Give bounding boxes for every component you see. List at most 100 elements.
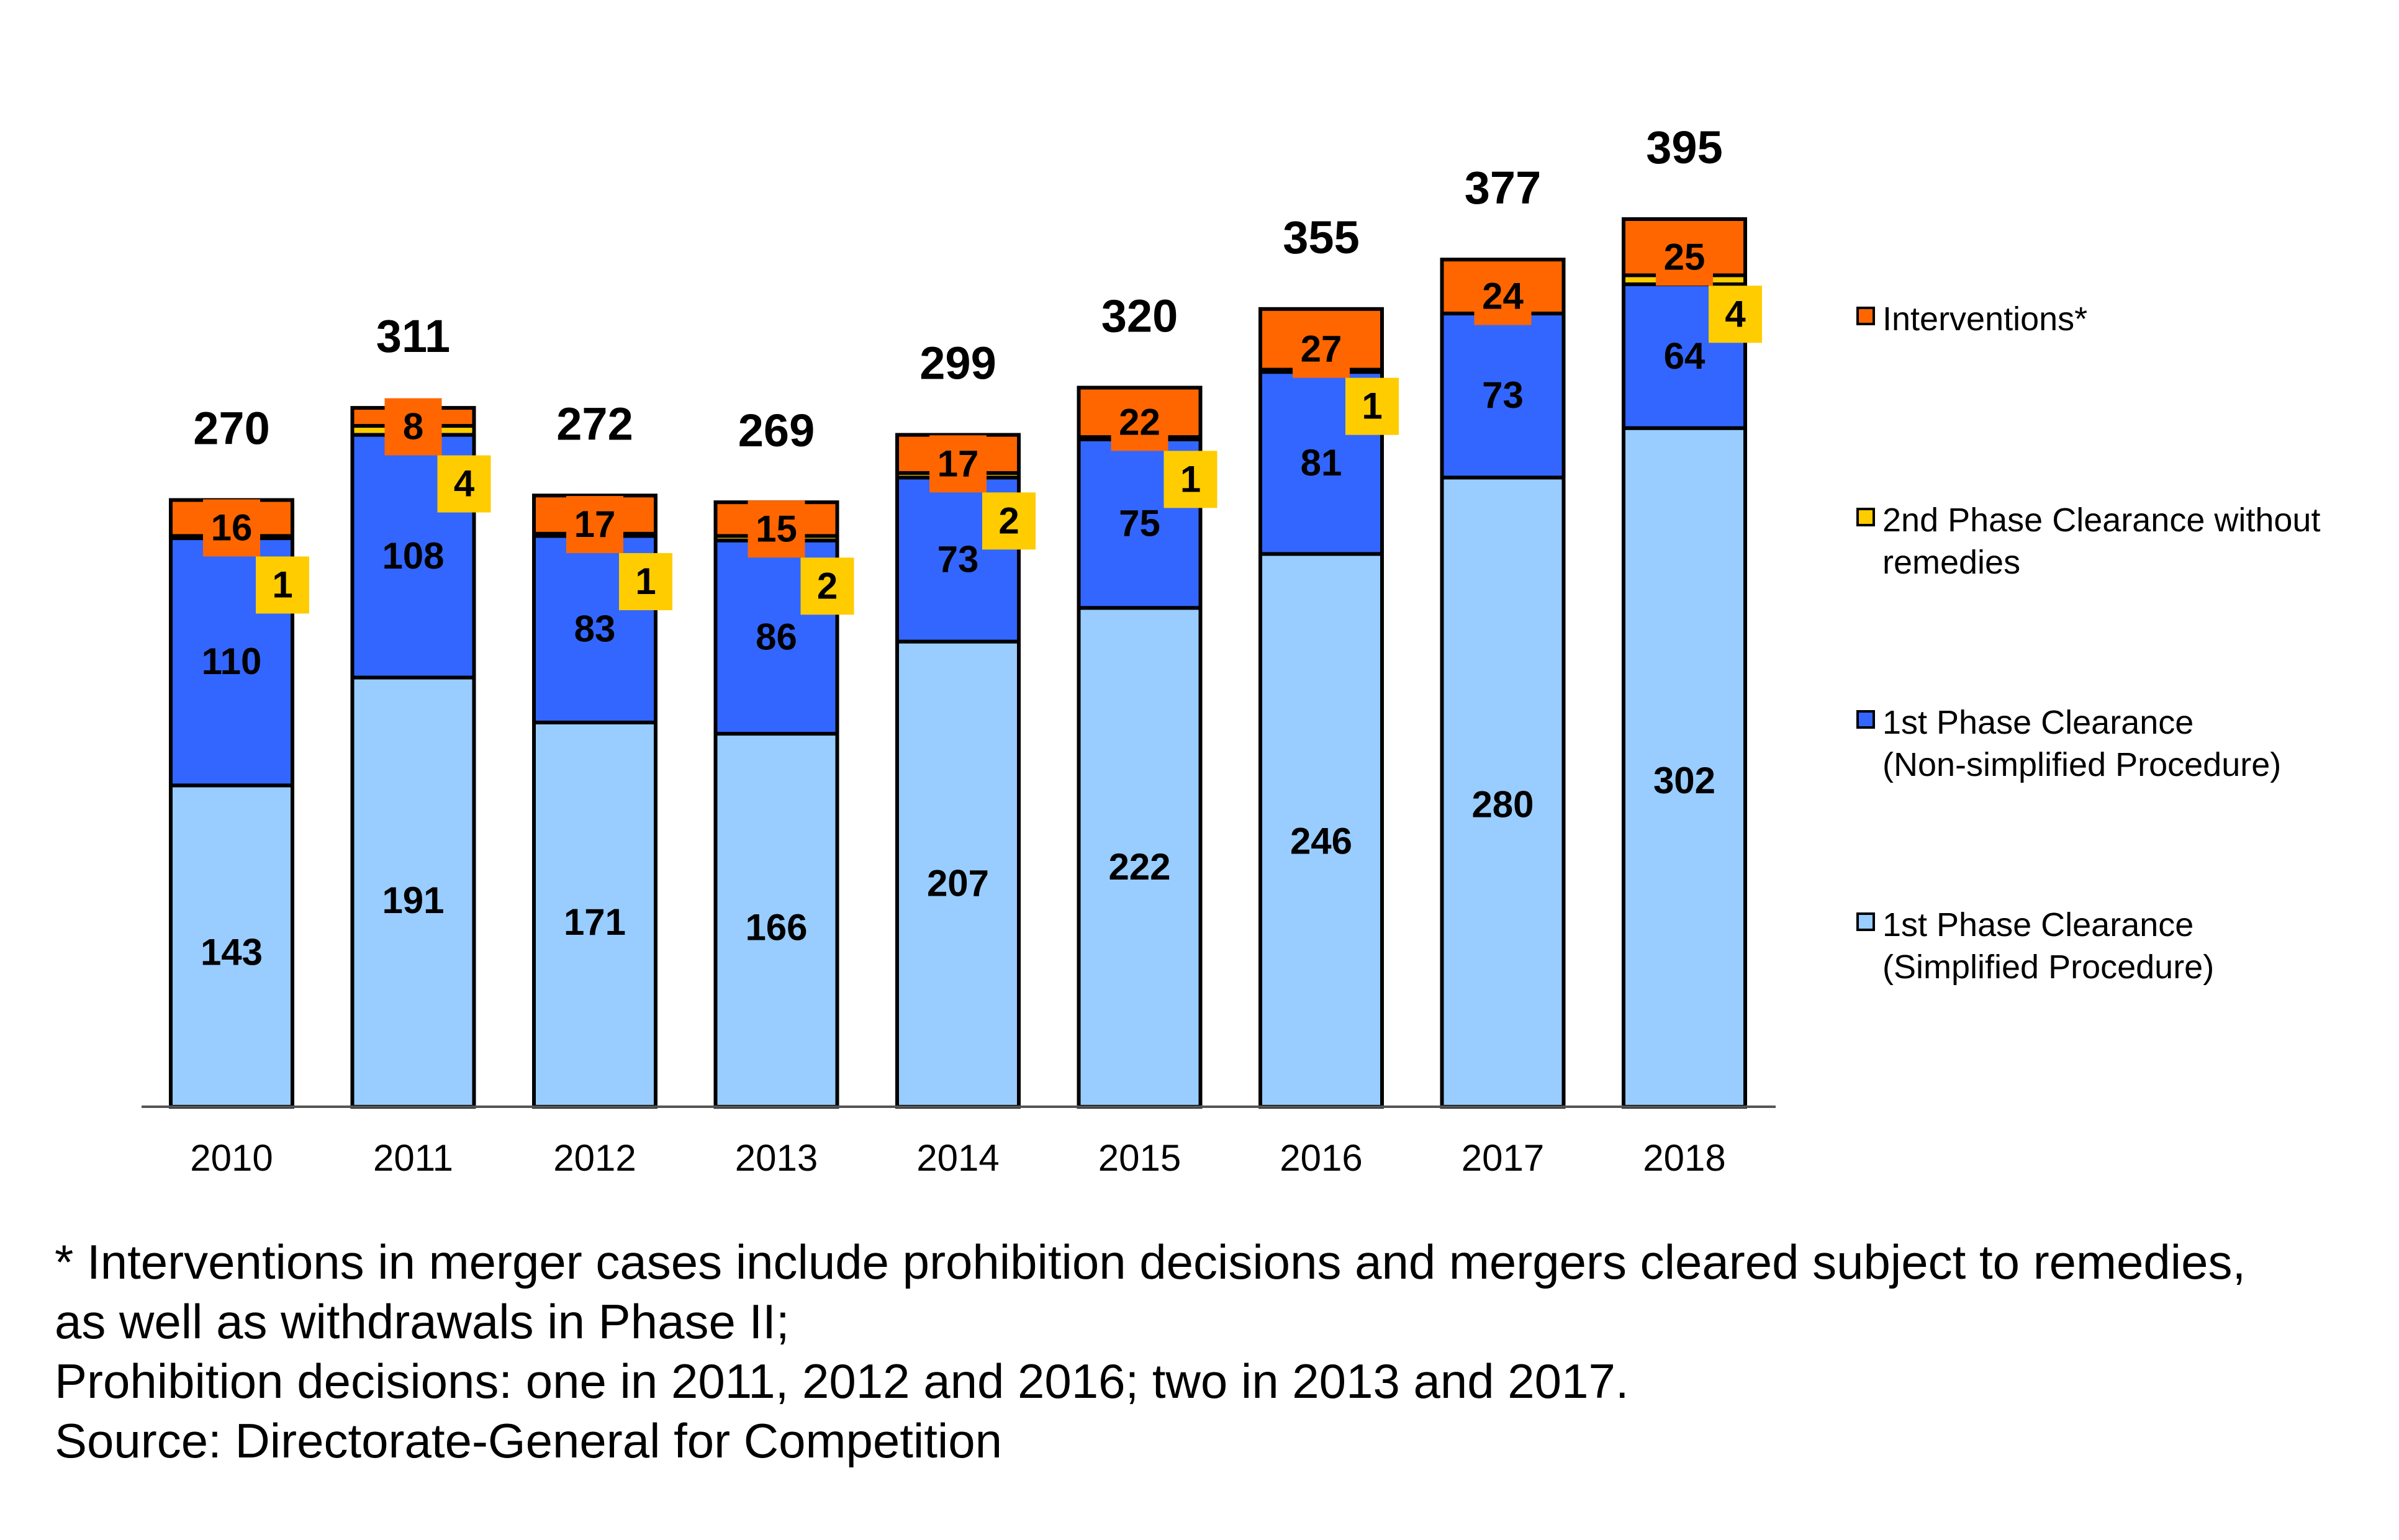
value-label-bg-2nd-phase-2015 [1163, 451, 1218, 508]
value-label-bg-interventions-2015 [1111, 394, 1168, 451]
value-label-simplified-2014: 207 [927, 862, 989, 904]
legend-swatch-simplified [1856, 912, 1875, 931]
bar-segment-simplified-2018 [1622, 426, 1747, 1109]
x-tick-label-2010: 2010 [190, 1137, 273, 1179]
value-label-bg-interventions-2011 [384, 398, 442, 456]
value-label-bg-2nd-phase-2014 [982, 492, 1036, 550]
footnote-line-1: * Interventions in merger cases include … [55, 1235, 2246, 1289]
legend-swatch-non-simplified [1856, 710, 1875, 729]
value-label-simplified-2018: 302 [1653, 760, 1715, 801]
value-label-simplified-2013: 166 [745, 907, 807, 948]
value-label-non-simplified-2014: 73 [937, 538, 979, 580]
value-label-bg-2nd-phase-2010 [256, 556, 309, 614]
legend-item-simplified: 1st Phase Clearance (Simplified Procedur… [1856, 904, 2214, 988]
x-tick-label-2017: 2017 [1462, 1137, 1544, 1179]
value-label-interventions-2015: 22 [1119, 401, 1160, 443]
total-label-2012: 272 [556, 398, 633, 449]
x-tick-label-2011: 2011 [373, 1137, 453, 1179]
bars-group: 1431101612701911088431117183171272166861… [169, 122, 1762, 1109]
value-label-2nd-phase-2013: 2 [817, 565, 838, 606]
legend-label-2nd-phase-line2: remedies [1882, 544, 2021, 581]
bar-segment-simplified-2013 [713, 732, 839, 1109]
x-tick-label-2012: 2012 [553, 1137, 636, 1179]
value-label-bg-interventions-2018 [1656, 228, 1713, 286]
value-label-bg-2nd-phase-2016 [1345, 377, 1399, 435]
value-label-simplified-2017: 280 [1471, 783, 1534, 825]
total-label-2014: 299 [919, 338, 996, 389]
value-label-non-simplified-2015: 75 [1119, 503, 1160, 544]
legend-item-non-simplified: 1st Phase Clearance (Non-simplified Proc… [1856, 701, 2281, 786]
value-label-interventions-2017: 24 [1482, 276, 1524, 317]
total-label-2017: 377 [1465, 162, 1541, 214]
value-label-interventions-2011: 8 [403, 406, 423, 448]
legend-item-interventions: Interventions* [1856, 298, 2087, 340]
x-tick-label-2016: 2016 [1280, 1137, 1362, 1179]
value-label-2nd-phase-2010: 1 [272, 564, 292, 605]
value-label-interventions-2013: 15 [756, 508, 797, 549]
value-label-2nd-phase-2018: 4 [1725, 293, 1746, 335]
x-tick-label-2015: 2015 [1098, 1137, 1181, 1179]
value-label-non-simplified-2013: 86 [756, 616, 797, 657]
bar-segment-non-simplified-2015 [1077, 437, 1203, 610]
stacked-bar-chart: 1431101612701911088431117183171272166861… [142, 122, 1776, 1179]
total-label-2015: 320 [1101, 290, 1178, 342]
value-label-non-simplified-2017: 73 [1482, 374, 1524, 416]
legend-label-simplified-line2: (Simplified Procedure) [1882, 948, 2215, 986]
value-label-2nd-phase-2011: 4 [454, 463, 475, 505]
bar-segment-non-simplified-2017 [1440, 312, 1566, 480]
x-tick-label-2018: 2018 [1643, 1137, 1725, 1179]
legend-label-simplified-line1: 1st Phase Clearance [1882, 906, 2194, 943]
footnote-line-3: Prohibition decisions: one in 2011, 2012… [55, 1354, 1629, 1408]
legend-label-2nd-phase-line1: 2nd Phase Clearance without [1882, 502, 2321, 539]
value-label-bg-interventions-2014 [929, 435, 987, 493]
total-label-2016: 355 [1283, 212, 1359, 263]
value-label-interventions-2010: 16 [211, 507, 253, 548]
total-label-2011: 311 [376, 310, 450, 362]
value-label-bg-interventions-2012 [566, 496, 623, 554]
value-label-2nd-phase-2015: 1 [1180, 458, 1201, 500]
footnote-line-4: Source: Directorate-General for Competit… [55, 1413, 1002, 1468]
total-label-2018: 395 [1646, 122, 1722, 173]
value-label-interventions-2012: 17 [574, 503, 616, 545]
legend-item-2nd-phase: 2nd Phase Clearance without remedies [1856, 499, 2320, 583]
bar-segment-simplified-2017 [1440, 475, 1566, 1109]
x-tick-label-2014: 2014 [916, 1137, 999, 1179]
value-label-interventions-2016: 27 [1301, 328, 1342, 370]
value-label-non-simplified-2016: 81 [1301, 442, 1342, 484]
value-label-non-simplified-2011: 108 [382, 535, 444, 577]
legend-label-interventions: Interventions* [1882, 300, 2088, 338]
value-label-non-simplified-2010: 110 [202, 641, 262, 682]
legend-swatch-interventions [1856, 307, 1875, 325]
value-label-simplified-2015: 222 [1108, 846, 1170, 888]
footnotes: * Interventions in merger cases include … [55, 1232, 2389, 1470]
x-tick-label-2013: 2013 [735, 1137, 818, 1179]
total-label-2010: 270 [193, 403, 269, 454]
value-label-bg-interventions-2017 [1474, 268, 1532, 325]
value-label-2nd-phase-2016: 1 [1362, 385, 1382, 427]
legend-label-non-simplified-line2: (Non-simplified Procedure) [1882, 746, 2282, 783]
legend-swatch-2nd-phase [1856, 508, 1875, 526]
value-label-simplified-2011: 191 [382, 880, 444, 921]
value-label-simplified-2010: 143 [201, 932, 263, 973]
value-label-bg-interventions-2010 [203, 499, 260, 557]
value-label-bg-interventions-2013 [748, 500, 805, 558]
bar-segment-simplified-2014 [895, 639, 1021, 1109]
legend-label-non-simplified-line1: 1st Phase Clearance [1882, 704, 2194, 741]
value-label-2nd-phase-2014: 2 [998, 500, 1019, 541]
value-label-non-simplified-2012: 83 [574, 608, 616, 650]
value-label-non-simplified-2018: 64 [1664, 335, 1706, 377]
value-label-simplified-2012: 171 [564, 901, 626, 943]
footnote-line-2: as well as withdrawals in Phase II; [55, 1294, 790, 1349]
value-label-simplified-2016: 246 [1290, 821, 1352, 862]
value-label-bg-2nd-phase-2011 [437, 455, 491, 513]
total-label-2013: 269 [738, 405, 815, 456]
value-label-bg-2nd-phase-2012 [619, 553, 672, 611]
value-label-2nd-phase-2012: 1 [635, 561, 656, 602]
x-tick-labels: 2010 2011 2012 2013 2014 2015 2016 2017 2018 [190, 1137, 1725, 1179]
bar-segment-simplified-2010 [169, 783, 294, 1109]
value-label-interventions-2018: 25 [1664, 236, 1706, 277]
value-label-bg-2nd-phase-2013 [800, 557, 854, 615]
value-label-bg-2nd-phase-2018 [1709, 286, 1762, 343]
value-label-interventions-2014: 17 [937, 443, 979, 484]
value-label-bg-interventions-2016 [1293, 320, 1350, 378]
